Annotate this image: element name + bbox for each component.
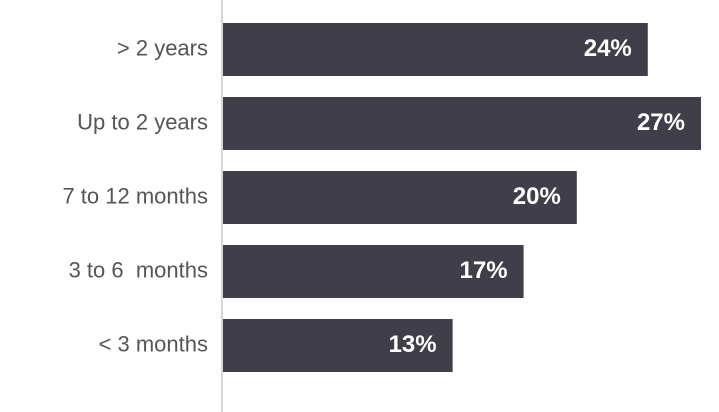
bar (223, 23, 648, 76)
category-label: Up to 2 years (77, 109, 208, 134)
value-label: 17% (460, 257, 508, 284)
category-label: < 3 months (99, 331, 208, 356)
value-label: 24% (584, 35, 632, 62)
bar (223, 319, 453, 372)
value-label: 27% (637, 109, 685, 136)
value-label: 20% (513, 183, 561, 210)
category-label: > 2 years (117, 35, 208, 60)
value-label: 13% (389, 331, 437, 358)
bar (223, 245, 524, 298)
category-label: 7 to 12 months (62, 183, 208, 208)
bar (223, 171, 577, 224)
bar (223, 97, 701, 150)
category-label: 3 to 6 months (69, 257, 208, 282)
